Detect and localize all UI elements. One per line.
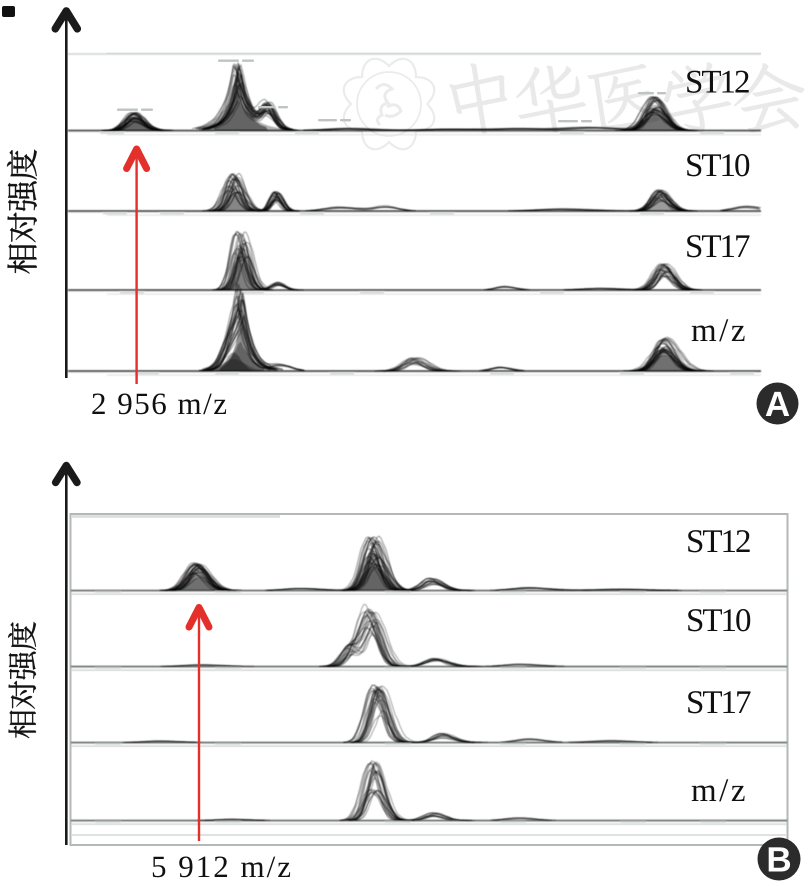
svg-text:m/z: m/z [691, 773, 748, 809]
svg-text:A: A [765, 385, 790, 424]
svg-text:ST12: ST12 [686, 524, 750, 560]
svg-text:m/z: m/z [691, 313, 748, 349]
svg-text:ST10: ST10 [686, 603, 751, 639]
svg-text:ST17: ST17 [686, 685, 751, 721]
svg-text:ST10: ST10 [685, 148, 750, 184]
svg-text:B: B [766, 841, 791, 880]
svg-text:ST12: ST12 [685, 65, 749, 101]
svg-text:2 956 m/z: 2 956 m/z [91, 386, 229, 421]
svg-text:5 912 m/z: 5 912 m/z [151, 849, 293, 884]
svg-text:ST17: ST17 [685, 229, 750, 265]
